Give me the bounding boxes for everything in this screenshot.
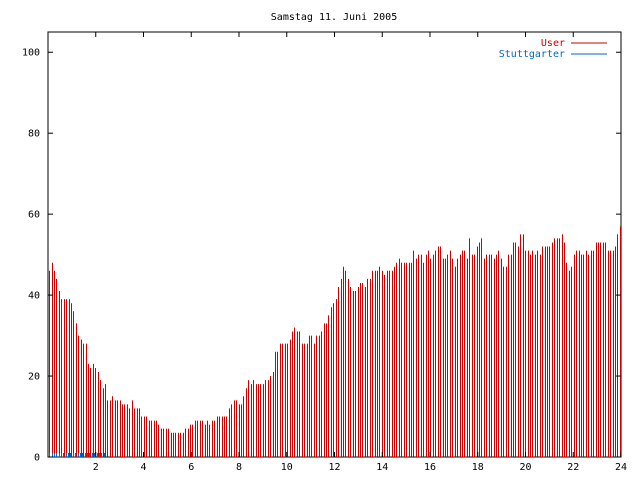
y-tick-label: 60	[28, 210, 40, 221]
x-tick-label: 22	[567, 462, 579, 473]
chart-title: Samstag 11. Juni 2005	[271, 12, 397, 23]
legend-label-user: User	[541, 38, 565, 49]
x-tick-label: 6	[188, 462, 194, 473]
x-tick-label: 8	[236, 462, 242, 473]
legend: User Stuttgarter	[499, 38, 607, 60]
x-tick-label: 20	[519, 462, 531, 473]
x-tick-label: 12	[328, 462, 340, 473]
stuttgarter-bars	[49, 452, 105, 457]
x-tick-label: 4	[140, 462, 146, 473]
legend-label-stuttgarter: Stuttgarter	[499, 49, 565, 60]
x-tick-label: 18	[472, 462, 484, 473]
y-tick-label: 100	[22, 48, 40, 59]
x-tick-label: 14	[376, 462, 388, 473]
x-tick-label: 2	[93, 462, 99, 473]
y-tick-label: 20	[28, 372, 40, 383]
y-tick-label: 40	[28, 291, 40, 302]
x-tick-label: 16	[424, 462, 436, 473]
y-tick-label: 80	[28, 129, 40, 140]
user-bars	[49, 226, 621, 457]
x-tick-label: 10	[281, 462, 293, 473]
x-tick-label: 24	[615, 462, 627, 473]
y-tick-label: 0	[34, 453, 40, 464]
